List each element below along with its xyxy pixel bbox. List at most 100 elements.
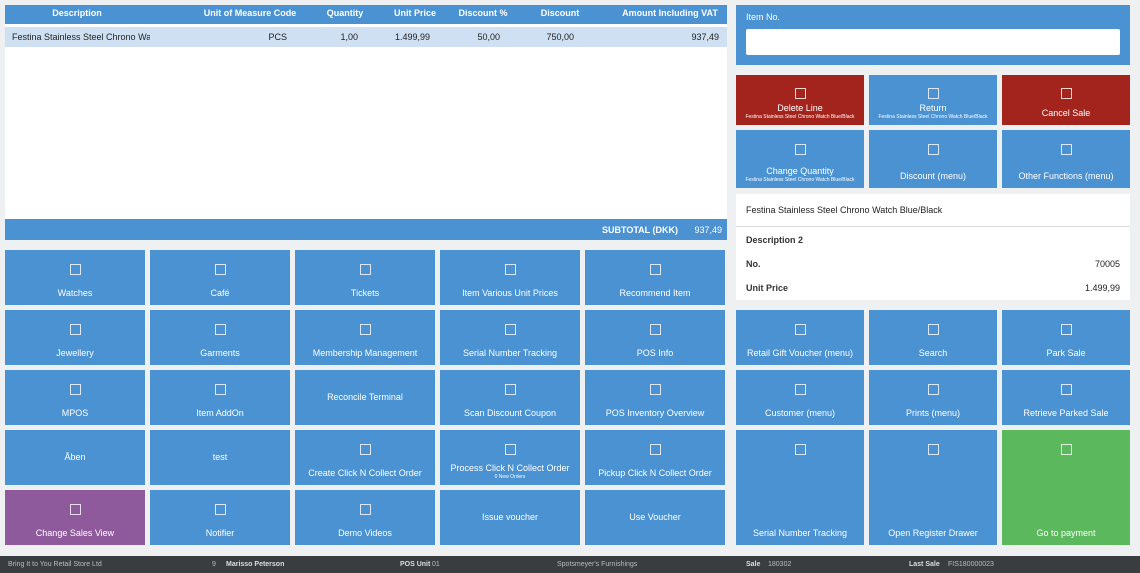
button-label: Create Click N Collect Order <box>308 468 422 478</box>
button-label: Change Quantity <box>766 166 834 176</box>
icon <box>650 264 661 275</box>
button[interactable]: Serial Number Tracking <box>736 430 864 545</box>
button-label: Other Functions (menu) <box>1018 171 1114 181</box>
button[interactable]: Retail Gift Voucher (menu) <box>736 310 864 365</box>
icon <box>1061 88 1072 99</box>
button[interactable]: Demo Videos <box>295 490 435 545</box>
icon <box>360 504 371 515</box>
button[interactable]: Create Click N Collect Order <box>295 430 435 485</box>
button[interactable]: POS Inventory Overview <box>585 370 725 425</box>
button[interactable]: Recommend Item <box>585 250 725 305</box>
field-value: 70005 <box>1094 259 1120 269</box>
icon <box>70 264 81 275</box>
button-label: Membership Management <box>312 348 418 358</box>
button-label: Delete Line <box>777 103 823 113</box>
button-label: Use Voucher <box>629 511 681 522</box>
button[interactable]: Process Click N Collect Order 0 New Order… <box>440 430 580 485</box>
button-label: Item AddOn <box>196 408 244 418</box>
button-sublabel: Festina Stainless Steel Chrono Watch Blu… <box>745 114 855 120</box>
button-label: Scan Discount Coupon <box>463 408 557 418</box>
selected-row[interactable] <box>5 27 727 47</box>
button-label: Retrieve Parked Sale <box>1023 408 1109 418</box>
button[interactable]: Item AddOn <box>150 370 290 425</box>
icon <box>928 384 939 395</box>
button[interactable]: Change Sales View <box>5 490 145 545</box>
button-label: POS Inventory Overview <box>605 408 705 418</box>
button-label: Open Register Drawer <box>888 528 978 538</box>
icon <box>795 324 806 335</box>
button-label: Jewellery <box>56 348 94 358</box>
button-label: test <box>212 451 228 462</box>
item-info-panel <box>736 194 1130 300</box>
table-cell: 937,49 <box>691 32 719 42</box>
status-item: FIS180000023 <box>948 561 994 568</box>
button[interactable]: Pickup Click N Collect Order <box>585 430 725 485</box>
button[interactable]: POS Info <box>585 310 725 365</box>
status-item: 01 <box>432 561 440 568</box>
button[interactable]: MPOS <box>5 370 145 425</box>
icon <box>360 444 371 455</box>
item-no-input[interactable] <box>746 29 1120 55</box>
button[interactable]: Delete Line Festina Stainless Steel Chron… <box>736 75 864 125</box>
button[interactable]: Item Various Unit Prices <box>440 250 580 305</box>
button[interactable]: test <box>150 430 290 485</box>
button[interactable]: Park Sale <box>1002 310 1130 365</box>
button[interactable]: Jewellery <box>5 310 145 365</box>
field-label: No. <box>746 259 761 269</box>
button[interactable]: Watches <box>5 250 145 305</box>
button-label: Park Sale <box>1046 348 1086 358</box>
button-label: Process Click N Collect Order <box>450 463 570 473</box>
icon <box>215 384 226 395</box>
icon <box>928 444 939 455</box>
button[interactable]: Scan Discount Coupon <box>440 370 580 425</box>
icon <box>70 324 81 335</box>
button[interactable]: Other Functions (menu) <box>1002 130 1130 188</box>
button[interactable]: Serial Number Tracking <box>440 310 580 365</box>
button[interactable]: Discount (menu) <box>869 130 997 188</box>
button[interactable]: Return Festina Stainless Steel Chrono Wat… <box>869 75 997 125</box>
table-cell: 1,00 <box>340 32 358 42</box>
button-sublabel: 0 New Orders <box>494 474 526 480</box>
icon <box>795 88 806 99</box>
button[interactable]: Notifier <box>150 490 290 545</box>
button[interactable]: Café <box>150 250 290 305</box>
status-item: Bring It to You Retail Store Ltd <box>8 561 102 568</box>
column-header: Description <box>52 8 102 18</box>
button-label: Recommend Item <box>619 288 691 298</box>
button[interactable]: Cancel Sale <box>1002 75 1130 125</box>
button-label: Search <box>918 348 948 358</box>
button[interactable]: Go to payment <box>1002 430 1130 545</box>
table-cell: PCS <box>268 32 287 42</box>
button[interactable]: Membership Management <box>295 310 435 365</box>
button-label: POS Info <box>636 348 674 358</box>
status-item: Last Sale <box>909 561 940 568</box>
button-label: Notifier <box>205 528 235 538</box>
button[interactable]: Tickets <box>295 250 435 305</box>
field-label: Unit Price <box>746 283 789 293</box>
status-item: Marisso Peterson <box>226 561 285 568</box>
icon <box>215 264 226 275</box>
button[interactable]: Prints (menu) <box>869 370 997 425</box>
icon <box>360 324 371 335</box>
button[interactable]: Åben <box>5 430 145 485</box>
button[interactable]: Reconcile Terminal <box>295 370 435 425</box>
button-label: Customer (menu) <box>764 408 836 418</box>
button-sublabel: Festina Stainless Steel Chrono Watch Blu… <box>745 177 855 183</box>
table-cell: 50,00 <box>477 32 500 42</box>
button[interactable]: Issue voucher <box>440 490 580 545</box>
status-item: 180302 <box>768 561 792 568</box>
button-label: Garments <box>200 348 240 358</box>
button-label: Serial Number Tracking <box>752 528 848 538</box>
button[interactable]: Use Voucher <box>585 490 725 545</box>
button[interactable]: Customer (menu) <box>736 370 864 425</box>
button[interactable]: Search <box>869 310 997 365</box>
column-header: Unit Price <box>393 8 437 18</box>
button[interactable]: Retrieve Parked Sale <box>1002 370 1130 425</box>
status-item: 9 <box>212 561 216 568</box>
button[interactable]: Garments <box>150 310 290 365</box>
button[interactable]: Change Quantity Festina Stainless Steel C… <box>736 130 864 188</box>
button[interactable]: Open Register Drawer <box>869 430 997 545</box>
table-header <box>5 5 727 24</box>
icon <box>650 324 661 335</box>
